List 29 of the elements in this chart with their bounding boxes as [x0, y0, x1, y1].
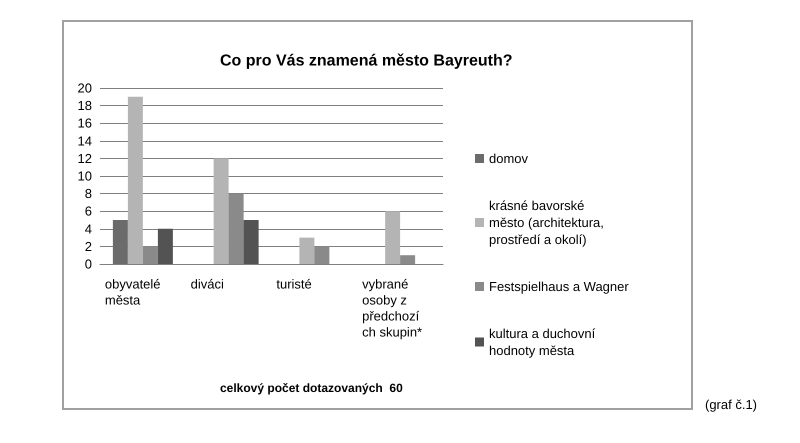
bar [299, 238, 314, 264]
legend-label: krásné bavorské město (architektura, prostředí a okolí) [489, 198, 608, 247]
y-tick-label: 8 [84, 186, 92, 202]
y-tick-label: 6 [84, 204, 92, 219]
x-tick-label: obyvatelé města [104, 276, 164, 308]
y-tick-label: 14 [78, 133, 92, 148]
y-tick-label: 12 [78, 150, 92, 166]
y-tick-label: 20 [78, 80, 92, 96]
y-tick-label: 10 [78, 168, 92, 184]
bar [112, 220, 128, 264]
bar [244, 220, 259, 264]
bar [385, 211, 400, 264]
x-tick-label: diváci [190, 276, 224, 292]
y-tick-label: 16 [78, 116, 92, 131]
y-tick-label: 18 [78, 98, 92, 114]
x-tick-label: turisté [276, 276, 312, 292]
y-tick-label: 2 [84, 238, 92, 254]
bar [128, 96, 143, 264]
text: celkový počet dotazovaných 60 [220, 381, 404, 395]
legend-label: kultura a duchovní hodnoty města [489, 326, 599, 358]
y-tick-label: 0 [84, 256, 92, 272]
y-tick-label: 4 [84, 221, 92, 236]
chart-title: Co pro Vás znamená město Bayreuth? [220, 52, 513, 70]
bar [214, 158, 229, 264]
x-tick-label: vybrané osoby z předchozích skupin* [362, 276, 422, 340]
bar [158, 228, 173, 264]
legend-label: Festspielhaus a Wagner [489, 279, 630, 294]
legend-label: domov [489, 151, 529, 166]
text: (graf č.1) [705, 397, 758, 412]
